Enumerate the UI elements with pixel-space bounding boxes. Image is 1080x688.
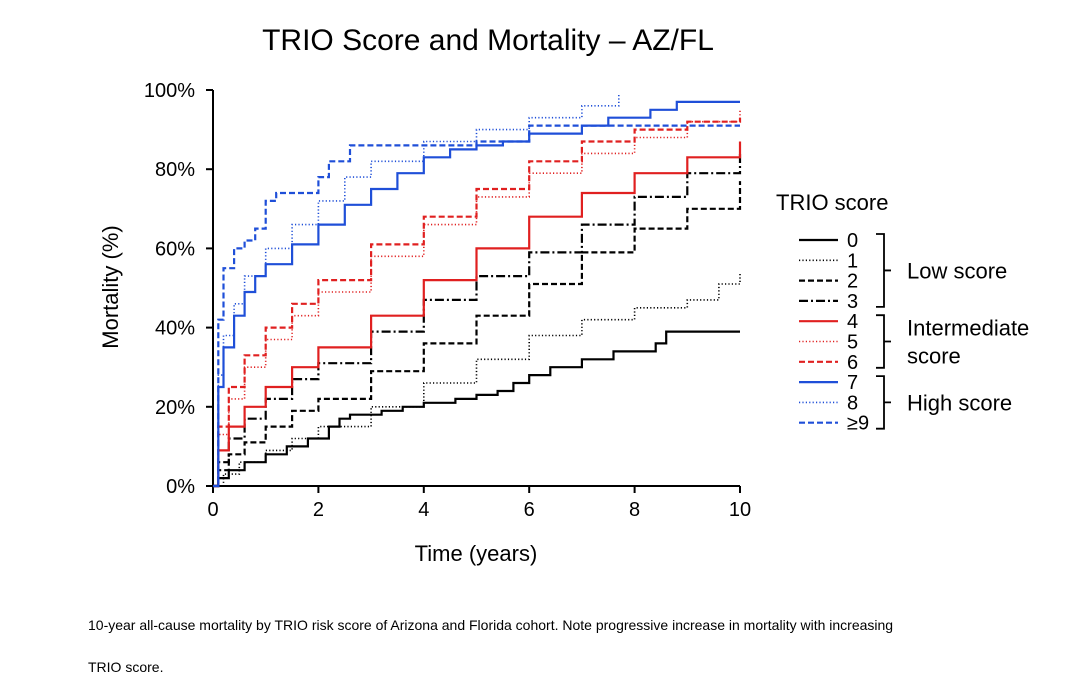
legend-label-1: 1 bbox=[847, 250, 858, 272]
series-line-6 bbox=[213, 117, 742, 488]
x-tick-label: 6 bbox=[524, 499, 535, 521]
y-tick-label: 20% bbox=[155, 397, 195, 419]
x-tick-label: 10 bbox=[729, 499, 751, 521]
caption-line-2: TRIO score. bbox=[88, 659, 164, 675]
legend-group-label: score bbox=[907, 344, 961, 369]
x-axis-label: Time (years) bbox=[415, 541, 538, 566]
y-tick-label: 80% bbox=[155, 159, 195, 181]
legend-group-label: Intermediate bbox=[907, 316, 1029, 341]
axes: 0 2 4 6 8 100%20%40%60%80%100% bbox=[144, 80, 751, 521]
y-tick-label: 100% bbox=[144, 80, 195, 102]
legend-group-label: Low score bbox=[907, 258, 1007, 283]
figure-caption: 10-year all-cause mortality by TRIO risk… bbox=[88, 604, 1068, 688]
legend-group-bracket-0 bbox=[876, 233, 891, 308]
legend-label-6: 6 bbox=[847, 352, 858, 374]
y-tick-label: 40% bbox=[155, 318, 195, 340]
legend-label-3: 3 bbox=[847, 291, 858, 313]
series-line-0 bbox=[213, 330, 740, 488]
series-line-4 bbox=[213, 141, 742, 488]
legend-group-bracket-2 bbox=[876, 375, 891, 430]
y-axis-label: Mortality (%) bbox=[98, 225, 123, 348]
legend-label-0: 0 bbox=[847, 230, 858, 252]
x-tick-label: 8 bbox=[629, 499, 640, 521]
chart-title: TRIO Score and Mortality – AZ/FL bbox=[262, 24, 714, 57]
x-tick-label: 2 bbox=[313, 499, 324, 521]
series-layer bbox=[213, 94, 742, 488]
legend-label-5: 5 bbox=[847, 332, 858, 354]
caption-line-1: 10-year all-cause mortality by TRIO risk… bbox=[88, 617, 894, 633]
legend-label-4: 4 bbox=[847, 311, 858, 333]
legend-label-7: 7 bbox=[847, 372, 858, 394]
legend-label-≥9: ≥9 bbox=[847, 413, 869, 435]
y-tick-label: 0% bbox=[166, 476, 195, 498]
legend-label-8: 8 bbox=[847, 392, 858, 414]
legend-title: TRIO score bbox=[776, 190, 888, 215]
legend-group-bracket-1 bbox=[876, 314, 891, 369]
series-line-5 bbox=[213, 109, 741, 487]
legend-label-2: 2 bbox=[847, 271, 858, 293]
chart: TRIO Score and Mortality – AZ/FL 0 2 4 6 8 10… bbox=[98, 24, 1029, 566]
x-tick-label: 4 bbox=[418, 499, 429, 521]
series-line-2 bbox=[213, 181, 742, 488]
x-tick-label: 0 bbox=[207, 499, 218, 521]
y-tick-label: 60% bbox=[155, 238, 195, 260]
series-line-≥9 bbox=[213, 124, 740, 488]
legend-group-label: High score bbox=[907, 390, 1012, 415]
series-line-1 bbox=[213, 272, 741, 487]
